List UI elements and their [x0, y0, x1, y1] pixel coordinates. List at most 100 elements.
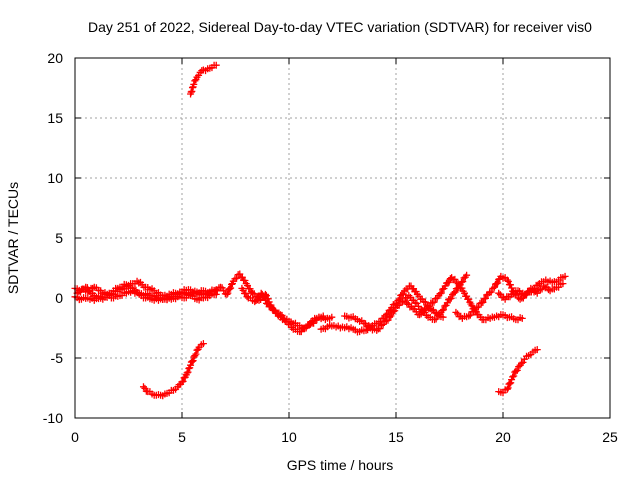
data-point	[192, 350, 200, 358]
series-arc-6	[317, 282, 447, 336]
data-point	[220, 287, 228, 295]
y-tick-label: -10	[43, 410, 63, 426]
data-point	[251, 298, 259, 306]
data-point	[387, 312, 395, 320]
chart-title: Day 251 of 2022, Sidereal Day-to-day VTE…	[88, 19, 592, 35]
data-point	[212, 61, 220, 69]
data-point	[328, 313, 336, 321]
data-point	[463, 271, 471, 279]
data-point	[286, 320, 294, 328]
series-arc-8	[403, 274, 526, 324]
data-point	[233, 274, 241, 282]
data-point	[503, 276, 511, 284]
data-point	[307, 318, 315, 326]
data-point	[518, 314, 526, 322]
x-tick-label: 0	[71, 429, 79, 445]
data-points	[71, 61, 569, 400]
data-point	[280, 314, 288, 322]
axis-ticks: 0 5 10 15 20 25 -10 -5 0 5 10 15 20	[43, 50, 618, 445]
data-point	[416, 311, 424, 319]
y-tick-label: 15	[47, 110, 63, 126]
data-point	[395, 301, 403, 309]
data-point	[481, 294, 489, 302]
data-point	[185, 364, 193, 372]
data-point	[188, 357, 196, 365]
data-point	[183, 369, 191, 377]
data-point	[421, 298, 429, 306]
data-point	[450, 289, 458, 297]
data-point	[508, 284, 516, 292]
data-point	[438, 306, 446, 314]
series-arc-5	[238, 284, 336, 336]
data-point	[506, 379, 514, 387]
data-point	[439, 313, 447, 321]
data-point	[465, 312, 473, 320]
data-point	[504, 384, 512, 392]
grid-lines	[75, 58, 610, 418]
data-point	[413, 299, 421, 307]
data-point	[489, 284, 497, 292]
y-tick-label: -5	[51, 350, 64, 366]
x-tick-label: 10	[281, 429, 297, 445]
data-point	[425, 302, 433, 310]
data-point	[210, 288, 218, 296]
data-point	[261, 296, 269, 304]
data-point	[474, 303, 482, 311]
data-point	[224, 289, 232, 297]
data-point	[527, 284, 535, 292]
data-point	[241, 276, 249, 284]
data-point	[420, 306, 428, 314]
data-point	[522, 291, 530, 299]
data-point	[187, 361, 195, 369]
data-point	[190, 80, 198, 88]
data-point	[379, 320, 387, 328]
data-point	[559, 280, 567, 288]
data-point	[516, 295, 524, 303]
data-point	[533, 346, 541, 354]
data-point	[490, 283, 498, 291]
data-point	[432, 315, 440, 323]
data-point	[506, 281, 514, 289]
data-point	[189, 357, 197, 365]
data-point	[226, 285, 234, 293]
data-point	[518, 359, 526, 367]
data-point	[398, 291, 406, 299]
data-point	[415, 292, 423, 300]
data-point	[227, 284, 235, 292]
x-tick-label: 15	[388, 429, 404, 445]
data-point	[519, 358, 527, 366]
data-point	[443, 299, 451, 307]
data-point	[503, 385, 511, 393]
data-point	[195, 71, 203, 79]
data-point	[494, 279, 502, 287]
y-tick-label: 10	[47, 170, 63, 186]
data-point	[561, 272, 569, 280]
data-point	[403, 299, 411, 307]
data-point	[534, 281, 542, 289]
data-point	[184, 368, 192, 376]
data-point	[512, 367, 520, 375]
data-point	[451, 288, 459, 296]
data-point	[487, 288, 495, 296]
data-point	[513, 366, 521, 374]
series-arc-3	[73, 277, 218, 303]
data-point	[250, 290, 258, 298]
series-arc-11	[187, 61, 220, 98]
x-axis-label: GPS time / hours	[287, 457, 394, 473]
data-point	[191, 352, 199, 360]
data-point	[447, 294, 455, 302]
data-point	[538, 285, 546, 293]
y-tick-label: 20	[47, 50, 63, 66]
data-point	[270, 306, 278, 314]
data-point	[459, 278, 467, 286]
data-point	[436, 290, 444, 298]
data-point	[454, 280, 462, 288]
data-point	[479, 298, 487, 306]
data-point	[384, 316, 392, 324]
data-point	[507, 379, 515, 387]
data-point	[445, 278, 453, 286]
plot-frame	[74, 57, 611, 419]
data-point	[305, 321, 313, 329]
data-point	[470, 308, 478, 315]
